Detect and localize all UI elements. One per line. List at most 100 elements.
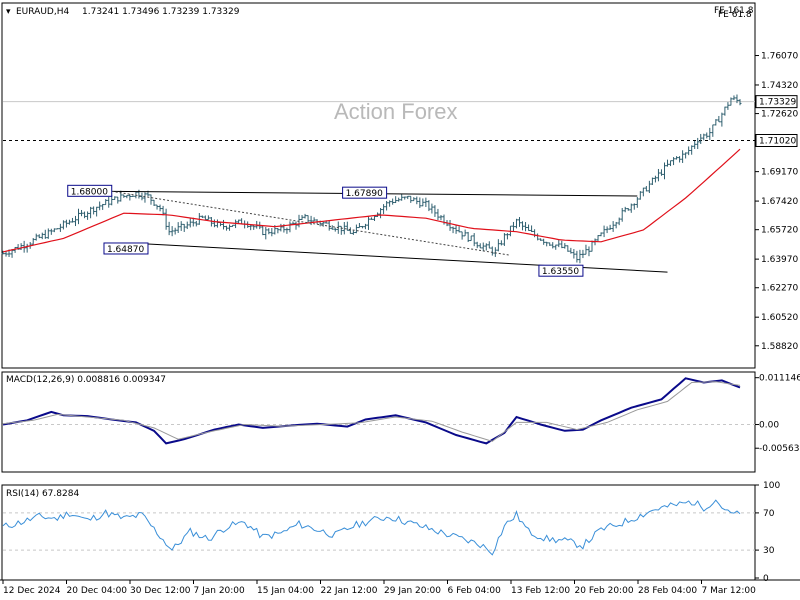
price-bar	[666, 159, 670, 167]
hline-price-label-box	[755, 134, 798, 147]
price-bar	[705, 132, 709, 139]
price-bar	[149, 194, 153, 205]
price-bar	[212, 219, 216, 228]
price-bar	[379, 207, 383, 219]
level-label-box	[67, 184, 113, 197]
price-bar	[484, 243, 488, 251]
price-bar	[460, 231, 464, 240]
price-bar	[415, 196, 419, 205]
price-bar	[370, 217, 373, 220]
price-bar	[454, 224, 458, 234]
price-bar	[191, 217, 195, 227]
price-bar	[439, 215, 443, 221]
price-bar	[351, 230, 355, 235]
price-bar	[726, 102, 730, 110]
ohlc-values: 1.73241 1.73496 1.73239 1.73329	[82, 7, 240, 17]
price-bar	[732, 95, 736, 101]
price-bar	[563, 243, 567, 249]
time-tick-label: 12 Dec 2024	[3, 586, 61, 596]
hline-price-label: 1.71020	[759, 137, 796, 147]
price-bar	[40, 232, 44, 240]
price-bar	[735, 94, 739, 104]
price-bar	[200, 215, 204, 219]
price-bar	[285, 227, 289, 234]
price-bar	[209, 217, 213, 227]
price-bar	[472, 233, 476, 247]
time-axis: 12 Dec 2024 20 Dec 04:00 30 Dec 12:00 7 Jan…	[2, 580, 757, 596]
price-bar	[70, 217, 74, 223]
price-tick-label: 1.63970	[761, 255, 798, 265]
rsi-tick-label: 30	[763, 546, 775, 556]
price-bar	[602, 225, 606, 238]
time-tick-label: 15 Jan 04:00	[257, 586, 314, 596]
price-bar	[542, 238, 546, 245]
price-tick-label: 1.67420	[761, 197, 798, 207]
price-bar	[52, 228, 56, 233]
price-bar	[611, 221, 615, 232]
price-bar	[436, 208, 440, 220]
price-bar	[270, 228, 274, 237]
price-bar	[578, 249, 582, 264]
price-bar	[37, 234, 41, 239]
price-bar	[554, 244, 558, 250]
price-bar	[647, 180, 651, 194]
price-bar	[569, 247, 573, 254]
price-bar	[86, 211, 90, 220]
price-bar	[382, 204, 386, 215]
price-bar	[221, 219, 225, 230]
price-bar	[626, 208, 630, 211]
price-bar	[19, 243, 23, 250]
price-bar	[478, 243, 482, 249]
price-bar	[650, 177, 654, 185]
price-tick-label: 1.76070	[761, 52, 798, 62]
price-bar	[164, 208, 168, 230]
price-bar	[34, 233, 38, 241]
price-bar	[635, 196, 639, 208]
price-bar	[527, 224, 531, 231]
price-bar	[366, 216, 370, 230]
price-bar	[31, 238, 35, 245]
price-bar	[291, 221, 295, 225]
price-bar	[584, 244, 588, 255]
price-bar	[505, 233, 509, 240]
price-bar	[92, 206, 96, 215]
price-bar	[231, 224, 235, 227]
price-bar	[306, 215, 310, 223]
price-bar	[427, 200, 431, 212]
panel-frame-1	[1, 371, 756, 473]
price-bar	[73, 215, 77, 227]
price-bar	[406, 195, 410, 200]
price-bar	[560, 240, 564, 249]
price-bar	[125, 195, 129, 199]
price-bar	[617, 217, 621, 226]
price-bar	[182, 223, 186, 232]
fe-61-label: FE 61.8	[718, 10, 752, 20]
price-bar	[496, 239, 500, 252]
price-bar	[327, 220, 331, 231]
level-label-box	[103, 242, 149, 255]
price-bar	[581, 249, 585, 259]
price-bar	[206, 215, 210, 220]
price-bar	[143, 192, 147, 203]
rsi-tick-label: 100	[763, 481, 780, 491]
price-bar	[83, 211, 87, 219]
level-labels: 1.68000 1.67890 1.64870 1.63550	[67, 184, 584, 277]
price-bar	[451, 226, 455, 234]
watermark: Action Forex	[334, 99, 458, 124]
price-bar	[653, 175, 657, 183]
price-bar	[424, 197, 428, 208]
price-bar	[312, 217, 316, 222]
price-bar	[599, 232, 603, 237]
time-tick-label: 22 Jan 12:00	[321, 586, 378, 596]
price-bar	[303, 213, 307, 219]
price-bar	[89, 206, 93, 219]
price-bar	[113, 196, 117, 200]
price-bar	[457, 226, 461, 233]
time-tick-label: 7 Mar 12:00	[702, 586, 757, 596]
price-bar	[176, 222, 180, 234]
price-bar	[357, 222, 361, 229]
price-bar	[720, 112, 724, 127]
price-bar	[638, 191, 642, 200]
time-tick-label: 28 Feb 04:00	[638, 586, 697, 596]
